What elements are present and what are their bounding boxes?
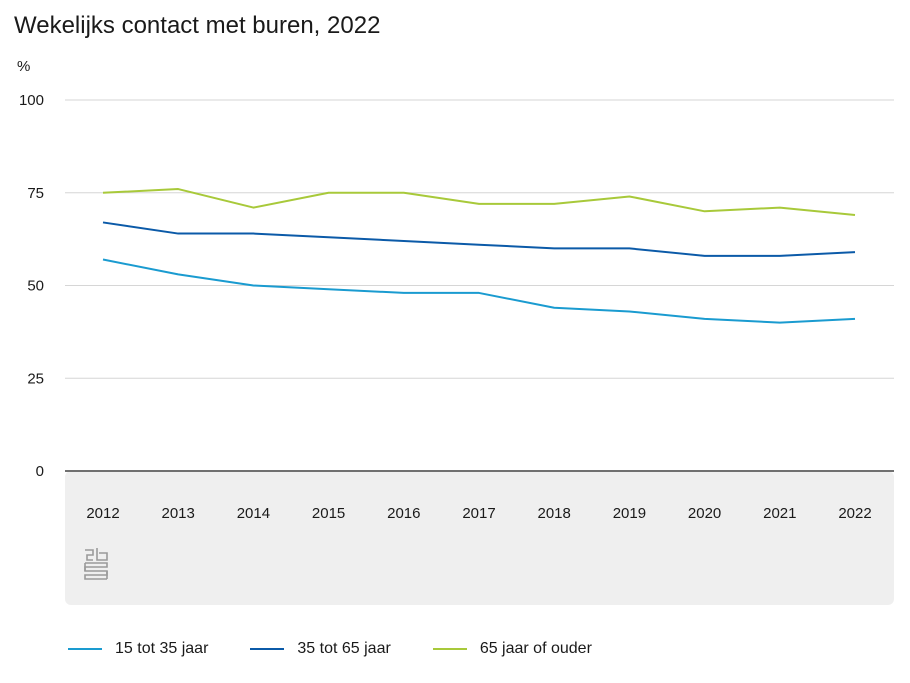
- data-point[interactable]: [851, 211, 859, 219]
- data-point[interactable]: [400, 289, 408, 297]
- data-point[interactable]: [625, 192, 633, 200]
- data-point[interactable]: [625, 307, 633, 315]
- data-point[interactable]: [550, 200, 558, 208]
- x-axis-band: [65, 471, 894, 605]
- x-tick-label: 2020: [688, 505, 721, 522]
- data-point[interactable]: [851, 315, 859, 323]
- legend-item: 65 jaar of ouder: [432, 640, 592, 658]
- data-point[interactable]: [851, 248, 859, 256]
- data-point[interactable]: [475, 289, 483, 297]
- series-line-2: [102, 221, 856, 257]
- data-point[interactable]: [99, 256, 107, 264]
- data-point[interactable]: [701, 207, 709, 215]
- data-point[interactable]: [550, 244, 558, 252]
- cbs-logo-icon: [83, 547, 111, 590]
- x-tick-label: 2022: [838, 505, 871, 522]
- chart-title: Wekelijks contact met buren, 2022: [14, 12, 381, 39]
- y-tick-labels: 0 25 50 75 100: [19, 92, 44, 480]
- series-line-3: [102, 188, 856, 217]
- gridlines: [65, 99, 894, 472]
- legend-label: 35 tot 65 jaar: [297, 640, 391, 657]
- x-tick-label: 2013: [162, 505, 195, 522]
- data-point[interactable]: [174, 185, 182, 193]
- data-point[interactable]: [99, 189, 107, 197]
- y-tick-label: 0: [36, 463, 44, 480]
- x-tick-label: 2014: [237, 505, 270, 522]
- y-tick-label: 75: [27, 185, 44, 202]
- x-tick-label: 2016: [387, 505, 420, 522]
- y-tick-label: 100: [19, 92, 44, 109]
- y-tick-label: 25: [27, 370, 44, 387]
- data-point[interactable]: [400, 189, 408, 197]
- x-tick-label: 2021: [763, 505, 796, 522]
- legend: 15 tot 35 jaar 35 tot 65 jaar 65 jaar of…: [68, 640, 634, 658]
- x-tick-label: 2019: [613, 505, 646, 522]
- x-tick-labels: 2012 2013 2014 2015 2016 2017 2018 2019 2020 2021…: [86, 505, 871, 522]
- data-point[interactable]: [550, 304, 558, 312]
- legend-label: 15 tot 35 jaar: [115, 640, 209, 657]
- data-point[interactable]: [325, 285, 333, 293]
- data-point[interactable]: [400, 237, 408, 245]
- data-point[interactable]: [325, 189, 333, 197]
- data-point[interactable]: [475, 241, 483, 249]
- y-tick-label: 50: [27, 278, 44, 295]
- legend-swatch: [250, 648, 285, 650]
- data-point[interactable]: [174, 230, 182, 238]
- data-point[interactable]: [325, 233, 333, 241]
- data-point[interactable]: [174, 270, 182, 278]
- data-point[interactable]: [776, 204, 784, 212]
- y-axis-unit-label: %: [17, 58, 31, 75]
- data-point[interactable]: [776, 252, 784, 260]
- data-point[interactable]: [249, 230, 257, 238]
- legend-swatch: [432, 648, 467, 650]
- x-tick-label: 2015: [312, 505, 345, 522]
- data-point[interactable]: [701, 315, 709, 323]
- legend-swatch: [68, 648, 102, 650]
- data-point[interactable]: [249, 282, 257, 290]
- legend-item: 35 tot 65 jaar: [250, 640, 391, 658]
- data-point[interactable]: [249, 204, 257, 212]
- data-point[interactable]: [475, 200, 483, 208]
- data-point[interactable]: [776, 319, 784, 327]
- data-point[interactable]: [701, 252, 709, 260]
- x-tick-label: 2012: [86, 505, 119, 522]
- x-tick-label: 2018: [538, 505, 571, 522]
- data-point[interactable]: [625, 244, 633, 252]
- data-point[interactable]: [99, 218, 107, 226]
- series-lines: [99, 185, 859, 327]
- legend-label: 65 jaar of ouder: [479, 640, 592, 657]
- legend-item: 15 tot 35 jaar: [68, 640, 208, 658]
- series-line-1: [102, 258, 856, 324]
- x-tick-label: 2017: [462, 505, 495, 522]
